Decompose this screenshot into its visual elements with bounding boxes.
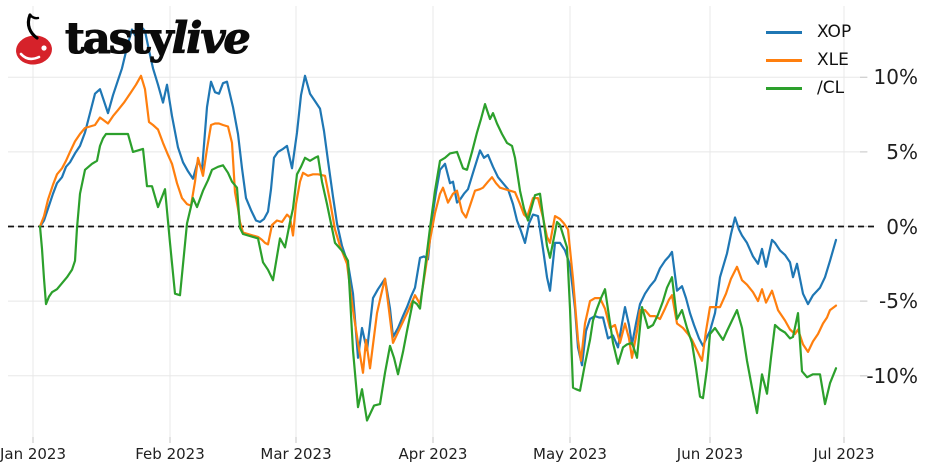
cherry-icon (16, 13, 52, 65)
cl-line-swatch (766, 86, 802, 90)
legend-item-cl: /CL (766, 74, 851, 102)
x-tick-jan: Jan 2023 (0, 445, 67, 463)
legend-label-xle: XLE (817, 50, 849, 70)
logo-word-live: live (171, 13, 251, 64)
logo-wordmark: tastylive (64, 13, 251, 65)
xle-line-swatch (766, 58, 802, 62)
y-tick-10: 10% (873, 65, 918, 90)
x-tick-may: May 2023 (533, 445, 607, 463)
legend-item-xle: XLE (766, 46, 851, 74)
tastylive-logo: tastylive (13, 12, 251, 66)
y-tick-5: 5% (886, 139, 918, 164)
legend-item-xop: XOP (766, 18, 851, 46)
x-tick-feb: Feb 2023 (135, 445, 205, 463)
xop-line-swatch (766, 30, 802, 34)
logo-word-tasty: tasty (64, 13, 174, 64)
y-tick-neg5: -5% (879, 289, 918, 314)
x-tick-apr: Apr 2023 (398, 445, 468, 463)
legend-label-cl: /CL (817, 78, 845, 98)
x-tick-jul: Jul 2023 (813, 445, 875, 463)
y-tick-neg10: -10% (866, 363, 918, 388)
legend-label-xop: XOP (817, 22, 852, 42)
y-tick-0: 0% (886, 214, 918, 239)
x-tick-jun: Jun 2023 (676, 445, 744, 463)
x-tick-mar: Mar 2023 (260, 445, 332, 463)
legend: XOP XLE /CL (766, 18, 851, 102)
